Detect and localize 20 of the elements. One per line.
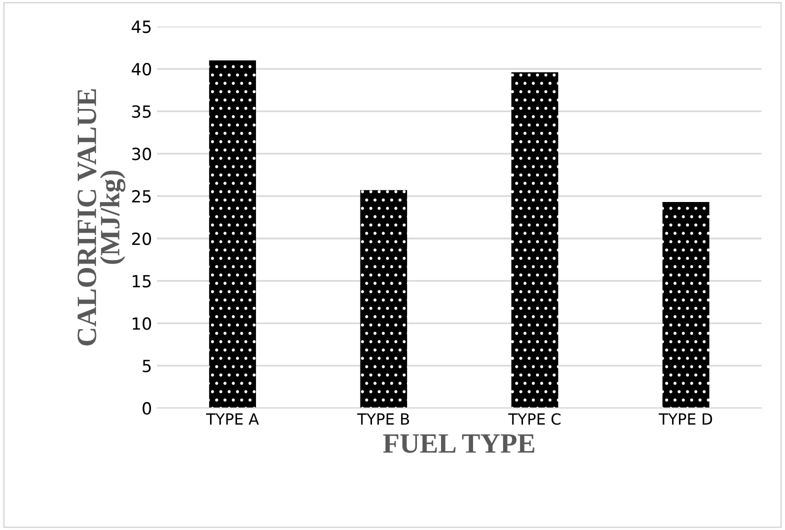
bar — [360, 190, 408, 408]
y-tick-label: 25 — [132, 190, 151, 203]
y-tick-label: 35 — [132, 105, 151, 118]
x-tick-label: TYPE D — [658, 413, 712, 425]
y-tick-label: 15 — [132, 275, 151, 288]
y-axis-title: CALORIFIC VALUE (MJ/kg) — [78, 89, 126, 346]
y-tick-label: 10 — [132, 317, 152, 330]
y-tick-label: 30 — [132, 148, 152, 160]
bar — [209, 60, 256, 408]
bar — [511, 72, 558, 408]
y-tick-label: 0 — [142, 402, 152, 415]
y-tick-label: 40 — [132, 62, 152, 76]
x-tick-label: TYPE C — [508, 413, 560, 425]
y-tick-label: 5 — [142, 360, 151, 372]
x-axis-title: FUEL TYPE — [383, 434, 534, 453]
x-tick-label: TYPE B — [357, 413, 410, 425]
y-tick-label: 20 — [132, 232, 152, 246]
bar — [662, 202, 710, 408]
y-tick-label: 45 — [132, 20, 151, 34]
x-tick-label: TYPE A — [206, 413, 259, 425]
